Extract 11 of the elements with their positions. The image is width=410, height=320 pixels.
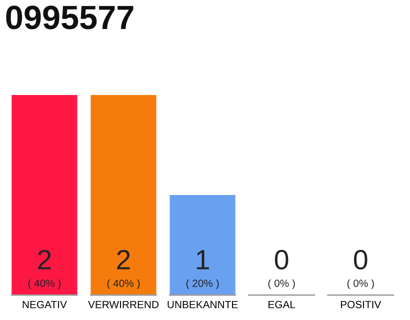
data-label: 2 ( 40% ) xyxy=(28,250,61,290)
data-label: 0 ( 0% ) xyxy=(268,250,295,290)
data-label: 0 ( 0% ) xyxy=(347,250,374,290)
chart-title: 0995577 xyxy=(6,6,134,30)
x-tick-label: UNBEKANNTE xyxy=(168,300,238,308)
x-tick-label: POSITIV xyxy=(340,300,382,308)
data-label: 2 ( 40% ) xyxy=(107,250,140,290)
x-tick-label: EGAL xyxy=(268,300,296,308)
x-tick-label: VERWIRREND xyxy=(88,300,158,308)
x-tick-label: NEGATIV xyxy=(22,300,67,308)
data-label: 1 ( 20% ) xyxy=(186,250,219,290)
